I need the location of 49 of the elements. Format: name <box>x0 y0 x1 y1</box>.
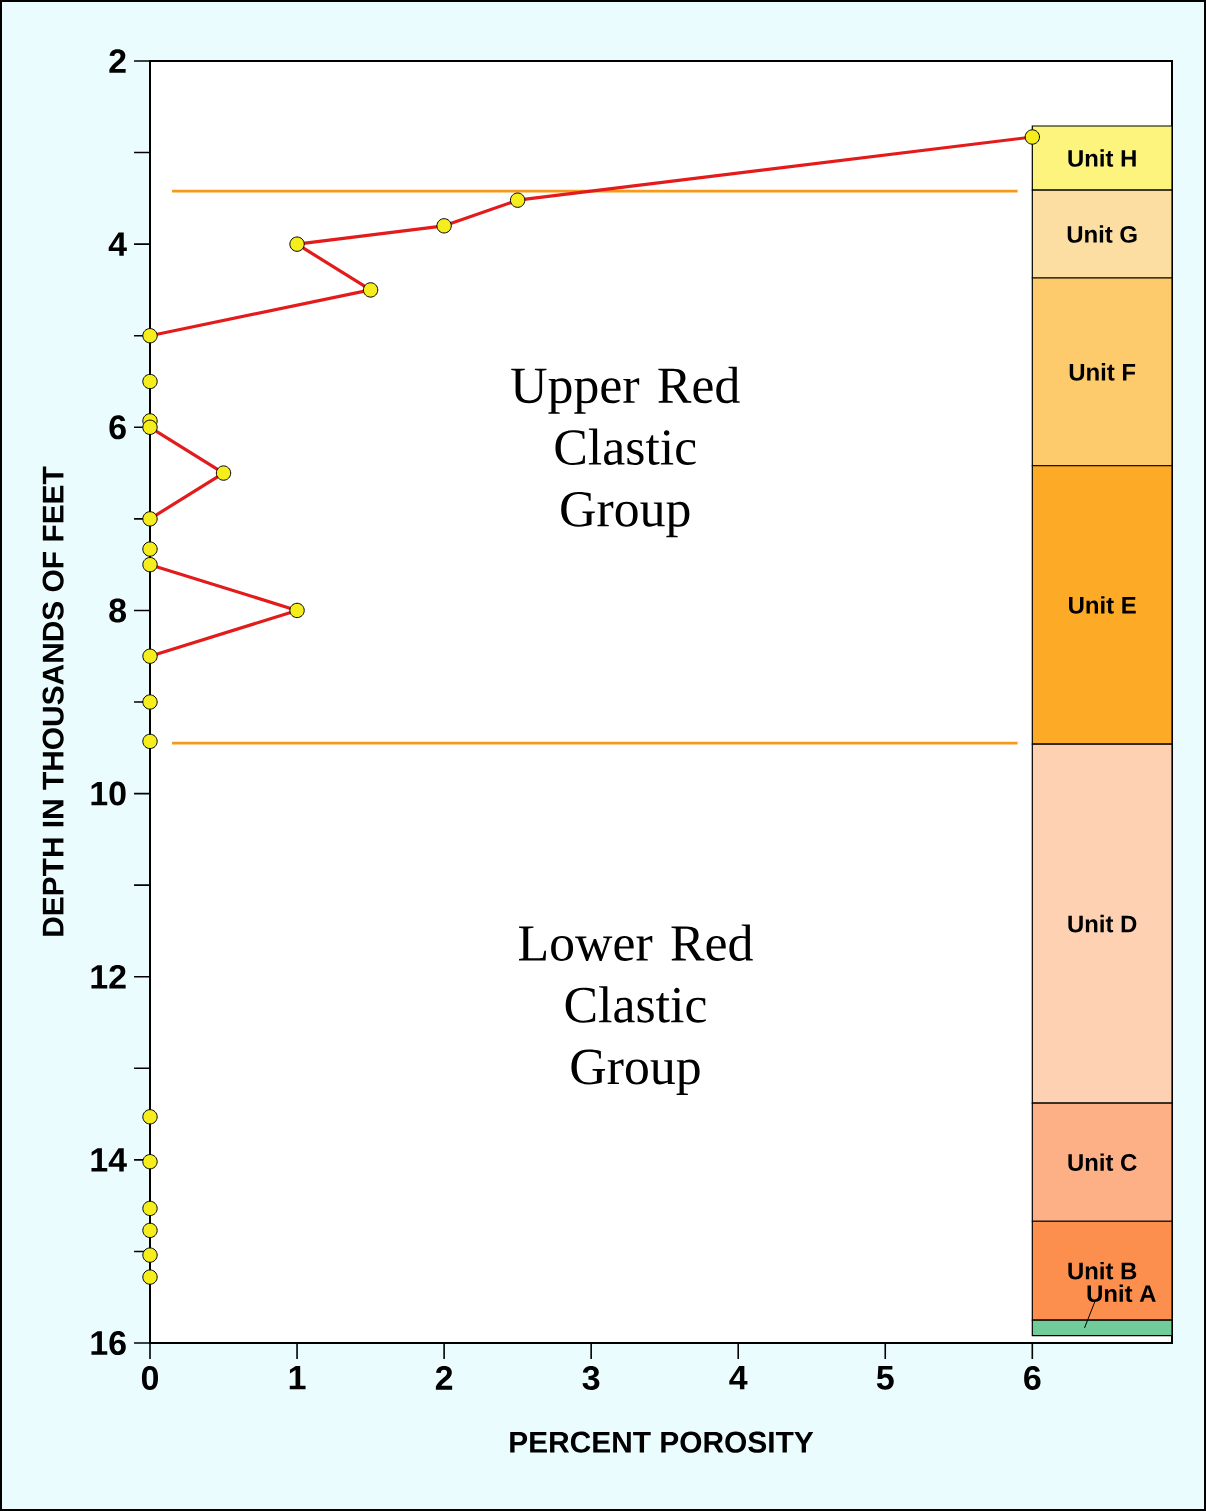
point <box>142 419 158 435</box>
point <box>142 1269 158 1285</box>
point <box>142 373 158 390</box>
annotation: Lower Red Clastic Group <box>519 924 753 1095</box>
band-label: Unit H <box>1068 149 1136 167</box>
y-tick-label: 14 <box>91 1148 127 1172</box>
y-tick-label: 6 <box>109 415 126 440</box>
point <box>142 694 158 710</box>
point <box>1024 129 1040 145</box>
point <box>142 733 158 750</box>
annotation: Upper Red Clastic Group <box>511 366 740 538</box>
y-tick-label: 16 <box>91 1331 126 1356</box>
point <box>142 328 158 344</box>
point <box>142 541 158 557</box>
band-label: Unit F <box>1069 363 1136 381</box>
point <box>436 218 452 234</box>
x-tick-label: 4 <box>729 1365 748 1390</box>
y-tick-label: 12 <box>91 964 126 989</box>
band-label: Unit E <box>1069 596 1136 614</box>
y-axis-title: DEPTH IN THOUSANDS OF FEET <box>42 466 64 936</box>
point <box>142 1200 158 1217</box>
point <box>289 602 305 619</box>
point <box>142 556 158 573</box>
band-label: Unit D <box>1068 914 1137 933</box>
point <box>142 648 158 664</box>
band-label: Unit C <box>1068 1153 1137 1171</box>
x-tick-label: 0 <box>141 1365 159 1390</box>
band-label: Unit B <box>1068 1261 1137 1280</box>
point <box>142 1247 158 1263</box>
band-label: Unit A <box>1087 1284 1156 1303</box>
point <box>215 465 232 481</box>
point <box>362 282 379 298</box>
x-axis-title: PERCENT POROSITY <box>510 1431 814 1453</box>
y-tick-label: 10 <box>91 781 126 806</box>
x-tick-label: 1 <box>289 1365 306 1390</box>
point <box>289 236 305 252</box>
band-label: Unit G <box>1067 225 1137 243</box>
point <box>142 1154 158 1170</box>
point <box>509 192 526 208</box>
y-tick-label: 2 <box>109 49 126 73</box>
y-tick-label: 8 <box>109 598 126 623</box>
point <box>142 511 158 527</box>
y-tick-label: 4 <box>108 232 127 256</box>
x-tick-label: 5 <box>876 1365 894 1390</box>
point <box>142 1109 158 1125</box>
point <box>142 1222 158 1239</box>
x-tick-label: 6 <box>1024 1365 1041 1390</box>
x-tick-label: 2 <box>435 1365 453 1390</box>
x-tick-label: 3 <box>582 1365 600 1391</box>
